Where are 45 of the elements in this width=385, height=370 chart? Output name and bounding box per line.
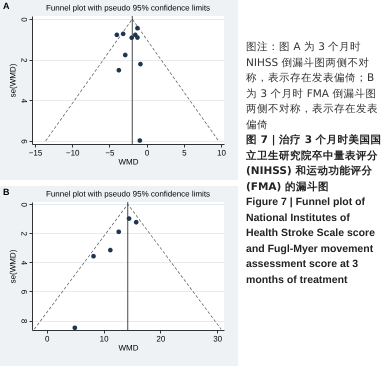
point <box>114 32 120 38</box>
x-tick-label: 10 <box>217 148 227 158</box>
point <box>135 26 140 31</box>
text: B <box>3 187 10 197</box>
x-axis-title: WMD <box>118 344 139 352</box>
y-tick-label: 0 <box>20 202 28 208</box>
point <box>135 35 140 40</box>
point <box>134 220 139 225</box>
point <box>129 35 134 40</box>
x-tick-label: 10 <box>100 334 110 344</box>
x-tick-label: 20 <box>156 334 166 344</box>
x-tick-label: 0 <box>144 148 150 158</box>
point <box>120 32 126 36</box>
x-tick-label: 0 <box>45 334 50 344</box>
text: 图 7 | 治疗 3 个月时美国国立卫生研究院卒中量表评分 (NIHSS) 和运动功能评分 (FMA) 的漏斗图 <box>246 133 383 194</box>
point <box>91 254 96 259</box>
y-axis-title: se(WMD) <box>8 249 18 284</box>
point <box>108 248 113 252</box>
x-tick-label: −5 <box>105 148 116 158</box>
x-tick-label: −10 <box>66 148 80 158</box>
chart-title: Funnel plot with pseudo 95% confidence limits <box>46 190 210 199</box>
chart-title: Funnel plot with pseudo 95% confidence limits <box>46 4 210 13</box>
x-tick-label: 30 <box>213 334 223 344</box>
x-tick-label: −15 <box>28 148 43 158</box>
point <box>138 62 143 66</box>
y-tick-label: 2 <box>20 232 28 237</box>
text: 图注：图 A 为 3 个月时 NIHSS 倒漏斗图两侧不对称，表示存在发表偏倚；B 为 3 个月时 FMA 倒漏斗图两侧不对称，表示存在发表偏倚 <box>246 40 379 132</box>
point <box>116 68 122 73</box>
y-tick-label: 0 <box>20 17 28 22</box>
y-axis-title: se(WMD) <box>8 63 18 98</box>
text: Figure 7 | Funnel plot of National Institutes of Health Stroke Scale score and Fugl-Myer movement assessment score at 3 months of treatment <box>246 195 376 288</box>
x-tick-label: 5 <box>182 148 188 158</box>
x-axis-title: WMD <box>118 158 139 166</box>
y-tick-label: 6 <box>20 290 28 295</box>
y-tick-label: 4 <box>20 98 28 104</box>
point <box>137 138 142 143</box>
y-tick-label: 4 <box>20 260 28 266</box>
point <box>122 52 128 58</box>
text: A <box>3 1 10 11</box>
y-tick-label: 2 <box>20 58 28 63</box>
point <box>72 325 78 330</box>
y-tick-label: 6 <box>20 139 28 144</box>
point <box>116 229 122 234</box>
point <box>126 216 132 221</box>
y-tick-label: 8 <box>20 318 28 324</box>
